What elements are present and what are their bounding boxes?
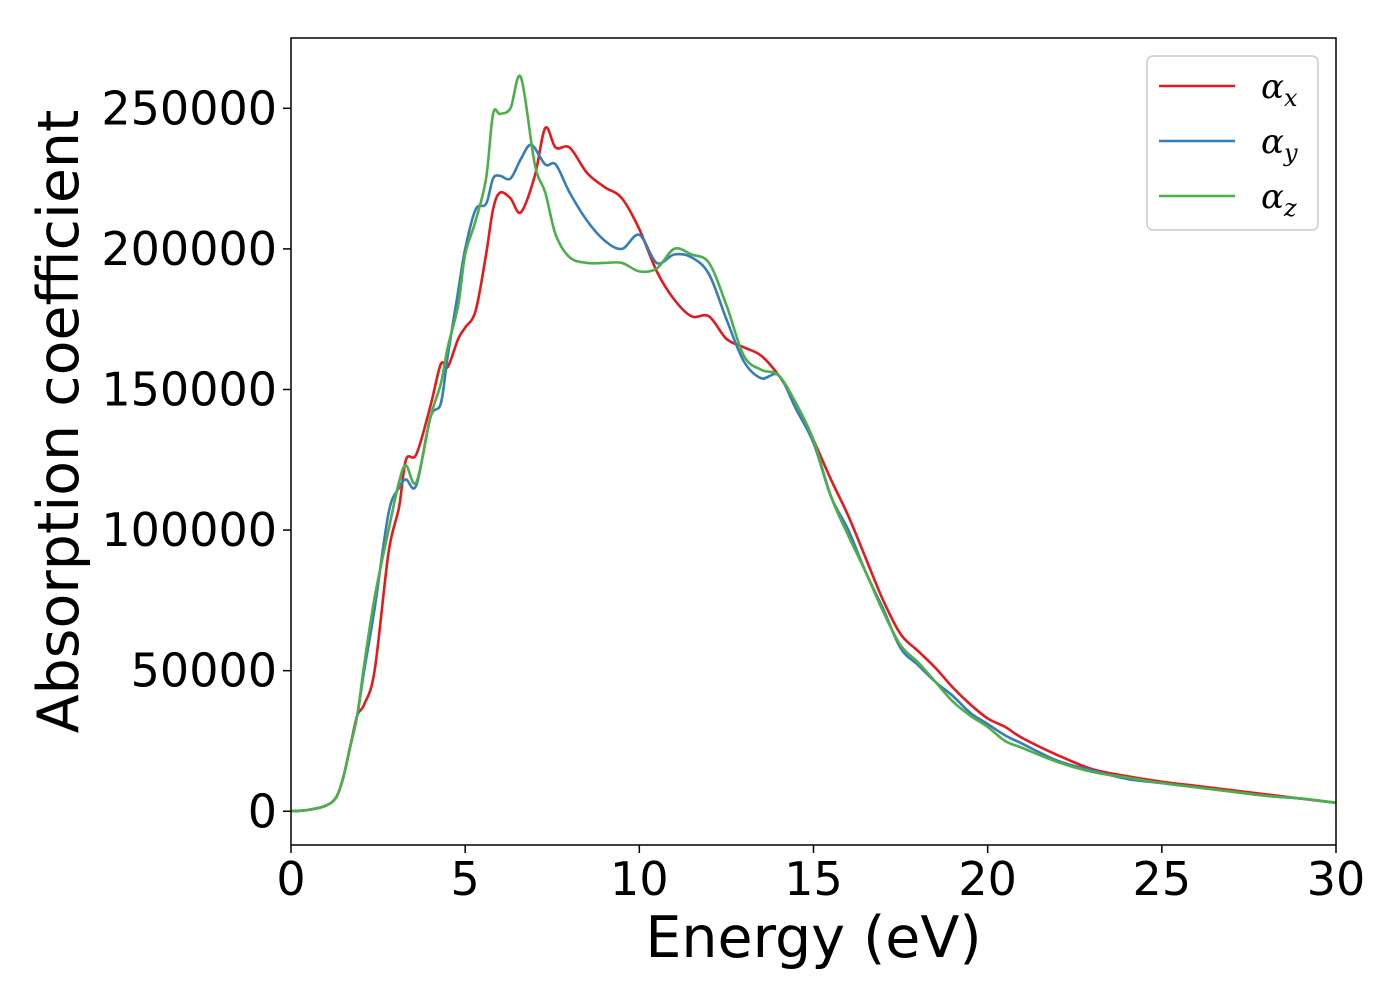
y-tick-label: 200000: [101, 222, 277, 276]
series-line-x: [291, 126, 1336, 813]
x-tick-label: 0: [276, 852, 305, 906]
x-tick-label: 30: [1307, 852, 1366, 906]
x-axis-label: Energy (eV): [645, 905, 981, 971]
x-tick-label: 25: [1133, 852, 1192, 906]
x-tick-label: 20: [958, 852, 1017, 906]
y-tick-label: 0: [248, 784, 277, 838]
x-axis: 0 5 10 15 20 25 30: [276, 845, 1365, 906]
legend-box: [1146, 55, 1319, 231]
y-tick-label: 50000: [131, 644, 277, 698]
legend-entry-z: αz: [1261, 177, 1297, 222]
x-tick-label: 10: [610, 852, 669, 906]
y-tick-label: 100000: [101, 503, 277, 557]
legend: αx αy αz: [1146, 55, 1319, 231]
y-axis: 0 50000 100000 150000 200000 250000: [101, 81, 291, 838]
series-line-y: [291, 143, 1336, 813]
legend-entry-x: αx: [1261, 67, 1298, 112]
y-tick-label: 250000: [101, 81, 277, 135]
x-tick-label: 5: [451, 852, 480, 906]
series-line-z: [291, 74, 1336, 813]
series-layer: [291, 74, 1336, 813]
y-axis-label: Absorption coefficient: [26, 110, 92, 734]
x-tick-label: 15: [784, 852, 843, 906]
y-tick-label: 150000: [101, 362, 277, 416]
legend-entry-y: αy: [1261, 122, 1298, 167]
